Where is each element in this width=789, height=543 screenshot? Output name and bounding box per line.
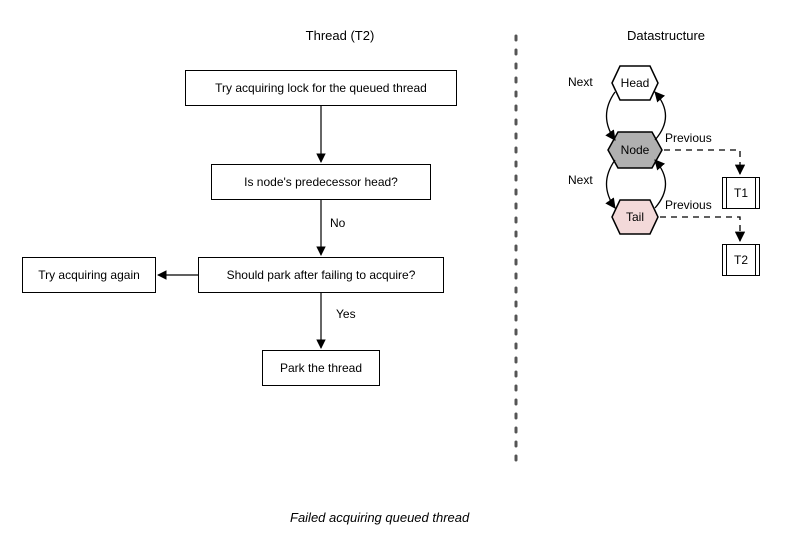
hex-head (612, 66, 658, 100)
thread-box-t2: T2 (722, 244, 760, 276)
label-prev-2: Previous (665, 198, 712, 212)
hex-node (608, 132, 662, 168)
label-prev-1: Previous (665, 131, 712, 145)
datastructure-svg: T1 --> T2 --> (0, 0, 789, 543)
label-next-1: Next (568, 75, 593, 89)
diagram-canvas: Thread (T2) Datastructure Try acquiring … (0, 0, 789, 543)
hex-tail (612, 200, 658, 234)
thread-box-t1: T1 (722, 177, 760, 209)
diagram-caption: Failed acquiring queued thread (290, 510, 469, 525)
label-next-2: Next (568, 173, 593, 187)
